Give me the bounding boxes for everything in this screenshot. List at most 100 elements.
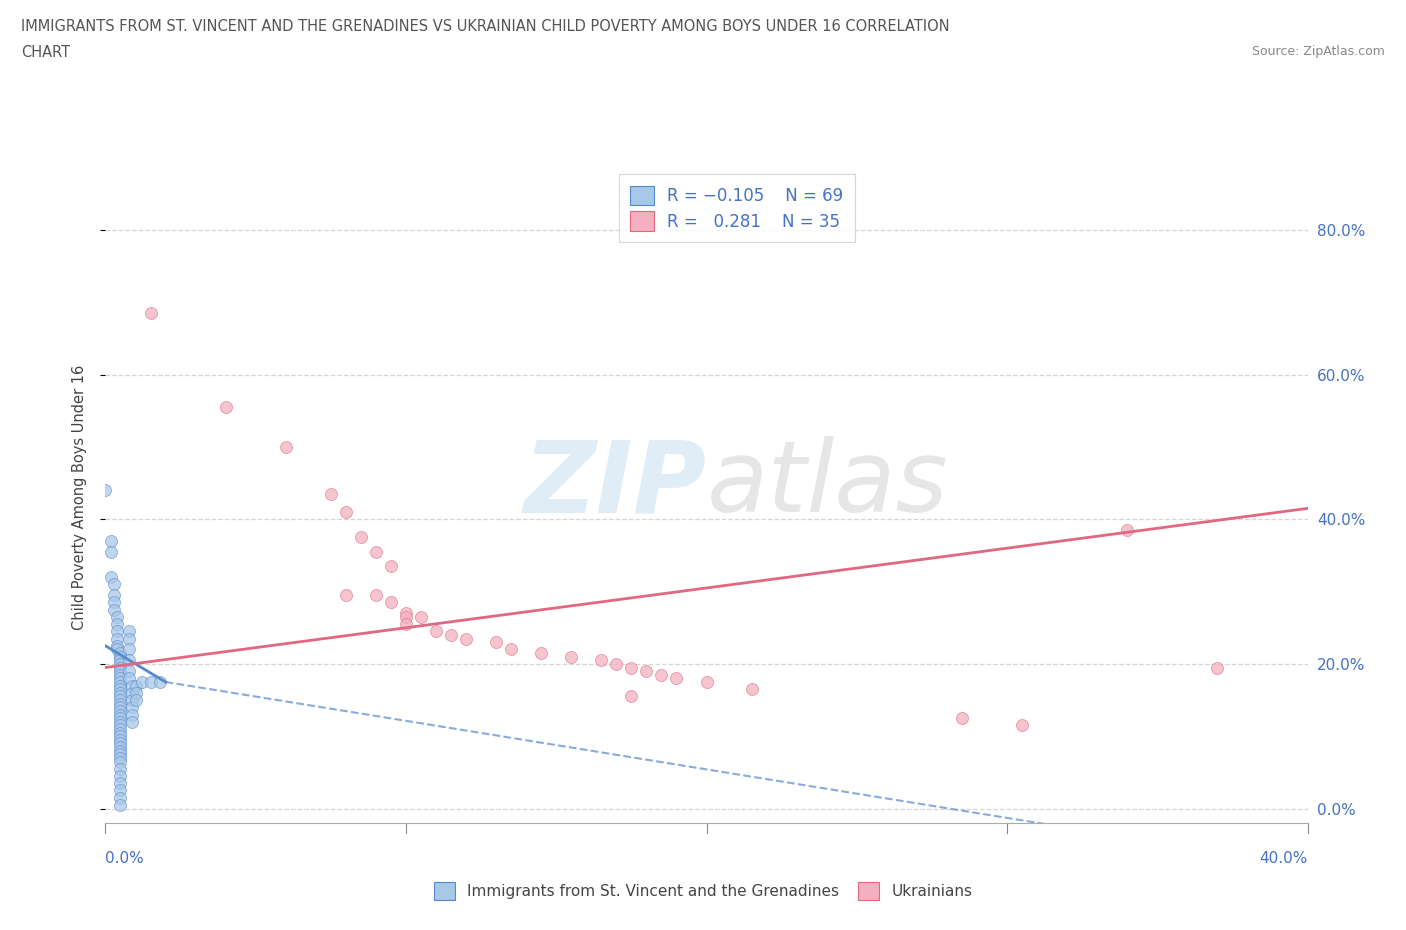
Point [650, 668, 672, 683]
Point [1116, 523, 1139, 538]
Point [110, 754, 132, 769]
Point [110, 739, 132, 754]
Point [110, 762, 132, 777]
Point [110, 798, 132, 813]
Point [440, 628, 463, 643]
Point [454, 631, 477, 646]
Text: ZIP: ZIP [523, 436, 707, 533]
Point [110, 711, 132, 725]
Point [485, 635, 508, 650]
Text: 40.0%: 40.0% [1260, 851, 1308, 866]
Point [605, 657, 627, 671]
Point [395, 617, 418, 631]
Point [425, 624, 447, 639]
Point [214, 400, 236, 415]
Point [131, 674, 153, 689]
Point [1206, 660, 1229, 675]
Point [110, 725, 132, 740]
Point [110, 657, 132, 671]
Point [110, 668, 132, 683]
Point [139, 306, 162, 321]
Point [107, 624, 129, 639]
Legend: Immigrants from St. Vincent and the Grenadines, Ukrainians: Immigrants from St. Vincent and the Gren… [427, 876, 979, 906]
Point [100, 534, 122, 549]
Point [335, 588, 357, 603]
Text: atlas: atlas [707, 436, 948, 533]
Point [110, 783, 132, 798]
Point [118, 642, 141, 657]
Point [1011, 718, 1033, 733]
Point [110, 674, 132, 689]
Point [110, 729, 132, 744]
Point [103, 603, 125, 618]
Point [100, 570, 122, 585]
Point [350, 530, 373, 545]
Point [395, 605, 418, 620]
Point [110, 747, 132, 762]
Point [139, 674, 162, 689]
Point [110, 733, 132, 748]
Point [121, 700, 143, 715]
Point [950, 711, 973, 725]
Point [110, 645, 132, 660]
Point [110, 664, 132, 679]
Point [395, 609, 418, 624]
Point [110, 649, 132, 664]
Point [110, 743, 132, 758]
Point [110, 707, 132, 722]
Point [118, 631, 141, 646]
Point [110, 700, 132, 715]
Point [110, 790, 132, 805]
Point [335, 505, 357, 520]
Point [696, 674, 718, 689]
Point [501, 642, 523, 657]
Point [636, 664, 658, 679]
Point [110, 736, 132, 751]
Point [103, 595, 125, 610]
Point [110, 653, 132, 668]
Point [107, 617, 129, 631]
Point [110, 678, 132, 693]
Point [364, 544, 387, 559]
Legend: R = −0.105    N = 69, R =   0.281    N = 35: R = −0.105 N = 69, R = 0.281 N = 35 [619, 174, 855, 243]
Point [107, 638, 129, 653]
Point [110, 718, 132, 733]
Point [665, 671, 688, 685]
Point [118, 671, 141, 685]
Point [124, 685, 146, 700]
Point [591, 653, 613, 668]
Point [118, 664, 141, 679]
Point [94, 483, 117, 498]
Point [620, 660, 643, 675]
Point [124, 678, 146, 693]
Text: IMMIGRANTS FROM ST. VINCENT AND THE GRENADINES VS UKRAINIAN CHILD POVERTY AMONG : IMMIGRANTS FROM ST. VINCENT AND THE GREN… [21, 19, 949, 33]
Point [364, 588, 387, 603]
Text: CHART: CHART [21, 45, 70, 60]
Point [274, 440, 297, 455]
Point [110, 689, 132, 704]
Point [110, 776, 132, 790]
Point [124, 693, 146, 708]
Point [110, 722, 132, 737]
Point [107, 642, 129, 657]
Point [110, 703, 132, 718]
Point [319, 486, 342, 501]
Point [103, 577, 125, 591]
Point [741, 682, 763, 697]
Point [620, 689, 643, 704]
Point [121, 678, 143, 693]
Point [121, 714, 143, 729]
Text: Source: ZipAtlas.com: Source: ZipAtlas.com [1251, 45, 1385, 58]
Point [380, 595, 402, 610]
Point [560, 649, 582, 664]
Point [110, 697, 132, 711]
Point [380, 559, 402, 574]
Point [530, 645, 553, 660]
Point [103, 588, 125, 603]
Point [110, 714, 132, 729]
Point [107, 609, 129, 624]
Point [110, 685, 132, 700]
Text: 0.0%: 0.0% [105, 851, 145, 866]
Y-axis label: Child Poverty Among Boys Under 16: Child Poverty Among Boys Under 16 [72, 365, 87, 631]
Point [110, 768, 132, 783]
